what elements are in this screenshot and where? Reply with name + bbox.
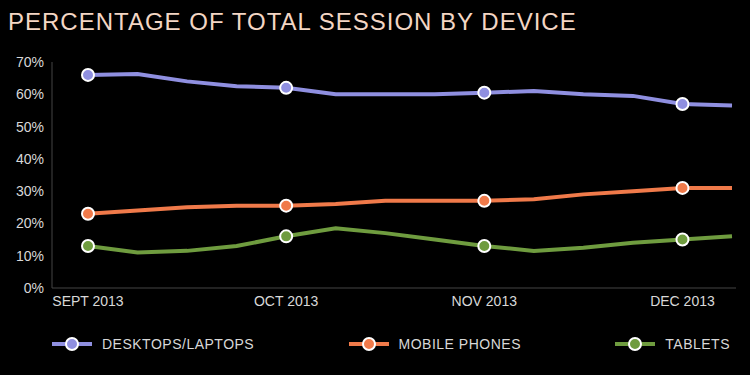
- svg-text:0%: 0%: [24, 280, 44, 296]
- svg-text:70%: 70%: [16, 54, 44, 70]
- svg-text:40%: 40%: [16, 151, 44, 167]
- svg-text:50%: 50%: [16, 119, 44, 135]
- svg-text:20%: 20%: [16, 215, 44, 231]
- html-text:PERCENTAGE OF TOTAL SESSION BY: PERCENTAGE OF TOTAL SESSION BY DEVICE: [8, 8, 577, 35]
- svg-text:30%: 30%: [16, 183, 44, 199]
- svg-text:OCT 2013: OCT 2013: [254, 293, 319, 309]
- svg-text:DEC 2013: DEC 2013: [650, 293, 715, 309]
- svg-text:60%: 60%: [16, 86, 44, 102]
- svg-text:10%: 10%: [16, 248, 44, 264]
- html-text:MOBILE PHONES: MOBILE PHONES: [398, 336, 521, 352]
- html-text:DESKTOPS/LAPTOPS: DESKTOPS/LAPTOPS: [102, 336, 255, 352]
- svg-text:NOV 2013: NOV 2013: [452, 293, 518, 309]
- html-text:TABLETS: TABLETS: [665, 336, 730, 352]
- svg-text:SEPT 2013: SEPT 2013: [52, 293, 124, 309]
